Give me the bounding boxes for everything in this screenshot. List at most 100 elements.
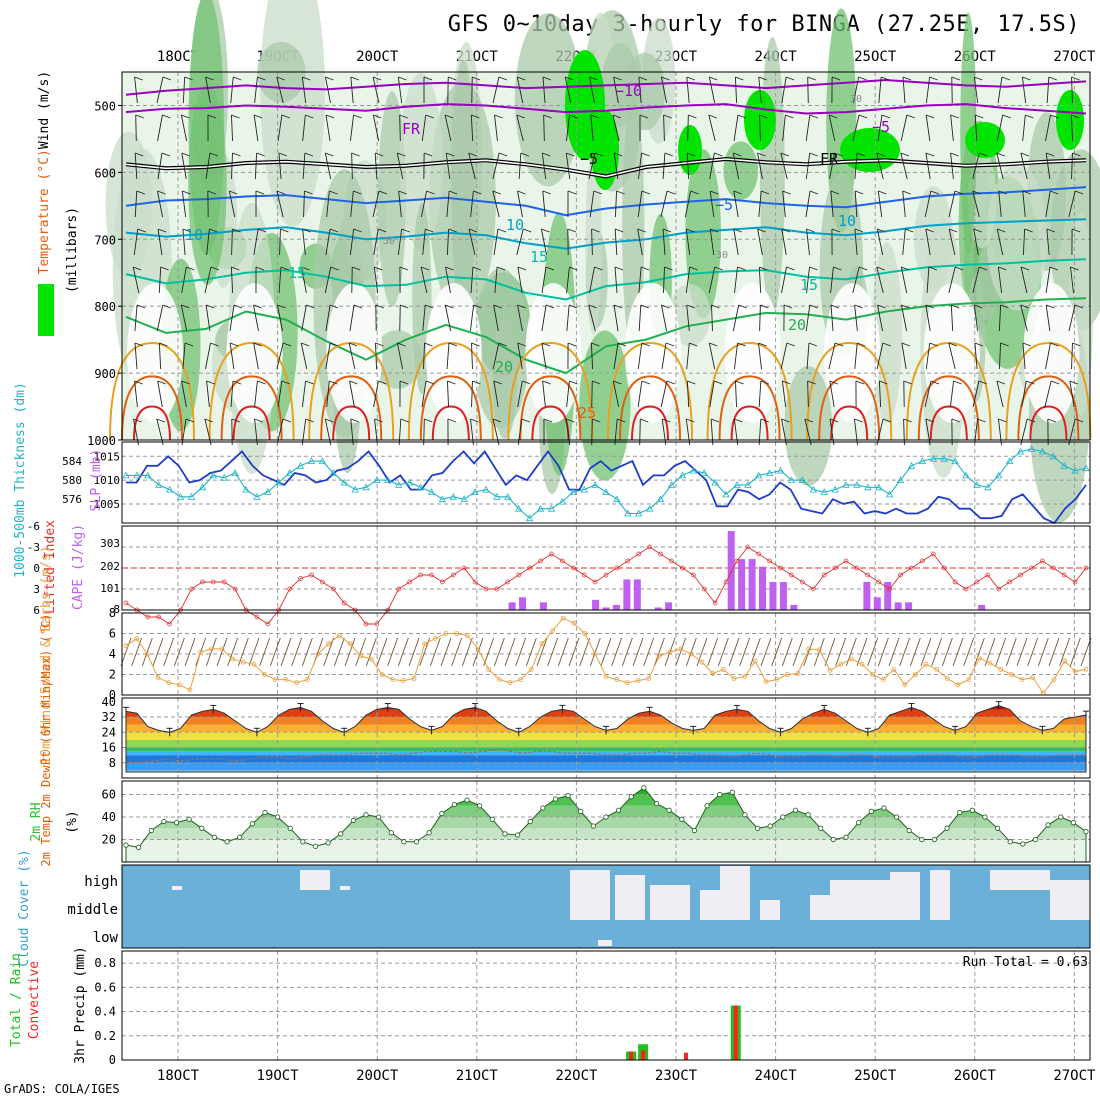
dewpoint-line [126,748,1086,764]
wind-barb-flag [1046,228,1055,233]
wind-barb-flag [714,266,723,271]
wind10m-marker [454,631,460,636]
thickness-marker [962,471,970,479]
wind-barb [685,266,691,294]
wind-barb-flag [447,380,456,385]
thickness-marker [285,469,294,476]
isotherm-line [125,258,1087,301]
wind10m-barb [717,637,729,667]
wind-barb-flag [399,380,409,385]
thickness-marker [1027,445,1036,452]
wind-barb-flag [1046,304,1055,309]
panel-ylabel: SLP (mb) [89,449,104,512]
wind-barb-flag [397,152,406,157]
wind-barb-flag [255,190,265,195]
wind-barb-flag [545,266,555,271]
cape-bar [738,559,746,610]
wind-barb [230,380,234,408]
wind-barb-flag [282,342,292,347]
wind-barb [782,190,786,218]
wind-barb-flag [1074,304,1084,309]
wind-barb [948,228,956,256]
t2m-band [126,751,1086,756]
wind-barb-flag [781,228,790,233]
t2m-panel [122,698,1090,778]
rh2m-marker [136,844,142,850]
wind-barb-flag [471,114,480,119]
wind-barb [996,380,1004,408]
thickness-marker [427,488,436,495]
panel-ylabel: (millibars) [65,207,80,293]
wind-barb [901,304,907,332]
x-tick-label-bottom: 18OCT [157,1068,200,1084]
wind-barb [972,266,980,294]
wind10m-marker [784,672,790,677]
cape-bar [790,604,798,610]
wind-barb [517,342,523,370]
slp-tick-label: 1015 [94,450,121,463]
wind10m-marker [134,636,140,641]
wind-barb-flag [325,418,334,423]
li-marker [669,558,674,564]
wind-barb [661,304,667,332]
wind10m-marker [155,675,161,680]
wind-barb [900,114,908,142]
wind-barb [876,266,884,294]
wind-barb-flag [833,266,842,271]
wind-barb [591,228,593,256]
wind-barb [830,190,834,218]
wind-barb-flag [542,380,551,385]
wind-barb-flag [689,342,698,347]
contour-label: 25 [578,404,596,422]
wind-barb [542,380,546,408]
wind-barb [516,76,524,104]
wind-barb-flag [878,190,887,195]
li-tick-label: -6 [27,520,40,533]
wind-barb-flag [517,342,526,347]
wind-barb-flag [879,380,888,385]
wind10m-barb [216,637,228,667]
wind-barb [494,266,498,294]
wind-barb [326,380,330,408]
rh2m-marker [312,843,319,849]
thickness-marker [744,481,752,488]
wind-barb [1020,266,1028,294]
thickness-marker [787,476,796,483]
wind10m-marker [795,671,801,676]
thickness-marker [296,461,305,469]
wind-barb-flag [617,342,627,347]
wind-barb-flag [1000,342,1009,347]
wind-barb-flag [304,190,313,195]
wind-barb-flag [569,380,578,385]
wind-barb [373,266,379,294]
wind-barb [1021,380,1027,408]
cape-bar [779,582,787,610]
thickness-marker [711,478,719,486]
contour-label: −5 [872,118,890,136]
contour-label: −10 [176,226,203,244]
wind-barb-flag [424,418,433,423]
wind-barb-flag [277,304,286,309]
wind-barb [662,228,666,256]
wind-barb-flag [925,152,935,157]
t2m-band [126,732,1086,740]
wind-barb-flag [253,114,263,119]
rh2m-marker [679,816,685,822]
wind-barb-flag [613,380,622,385]
thickness-marker [896,476,905,483]
wind-barb-flag [446,152,455,157]
warm-isotherm-loop [320,375,383,441]
thickness-marker [602,488,610,495]
warm-isotherm-loop [830,405,869,441]
wind10m-marker [699,659,705,665]
wind-barb-flag [734,418,743,423]
rh2m-marker [691,827,698,834]
wind10m-speed-line [125,617,1087,694]
thickness-marker [493,492,501,500]
wind-barb-flag [423,152,433,157]
wind10m-barb [472,637,484,667]
rh-blob [871,242,903,423]
wind-barb [805,114,811,142]
wind10m-marker [166,680,172,686]
rh2m-marker [161,818,167,825]
